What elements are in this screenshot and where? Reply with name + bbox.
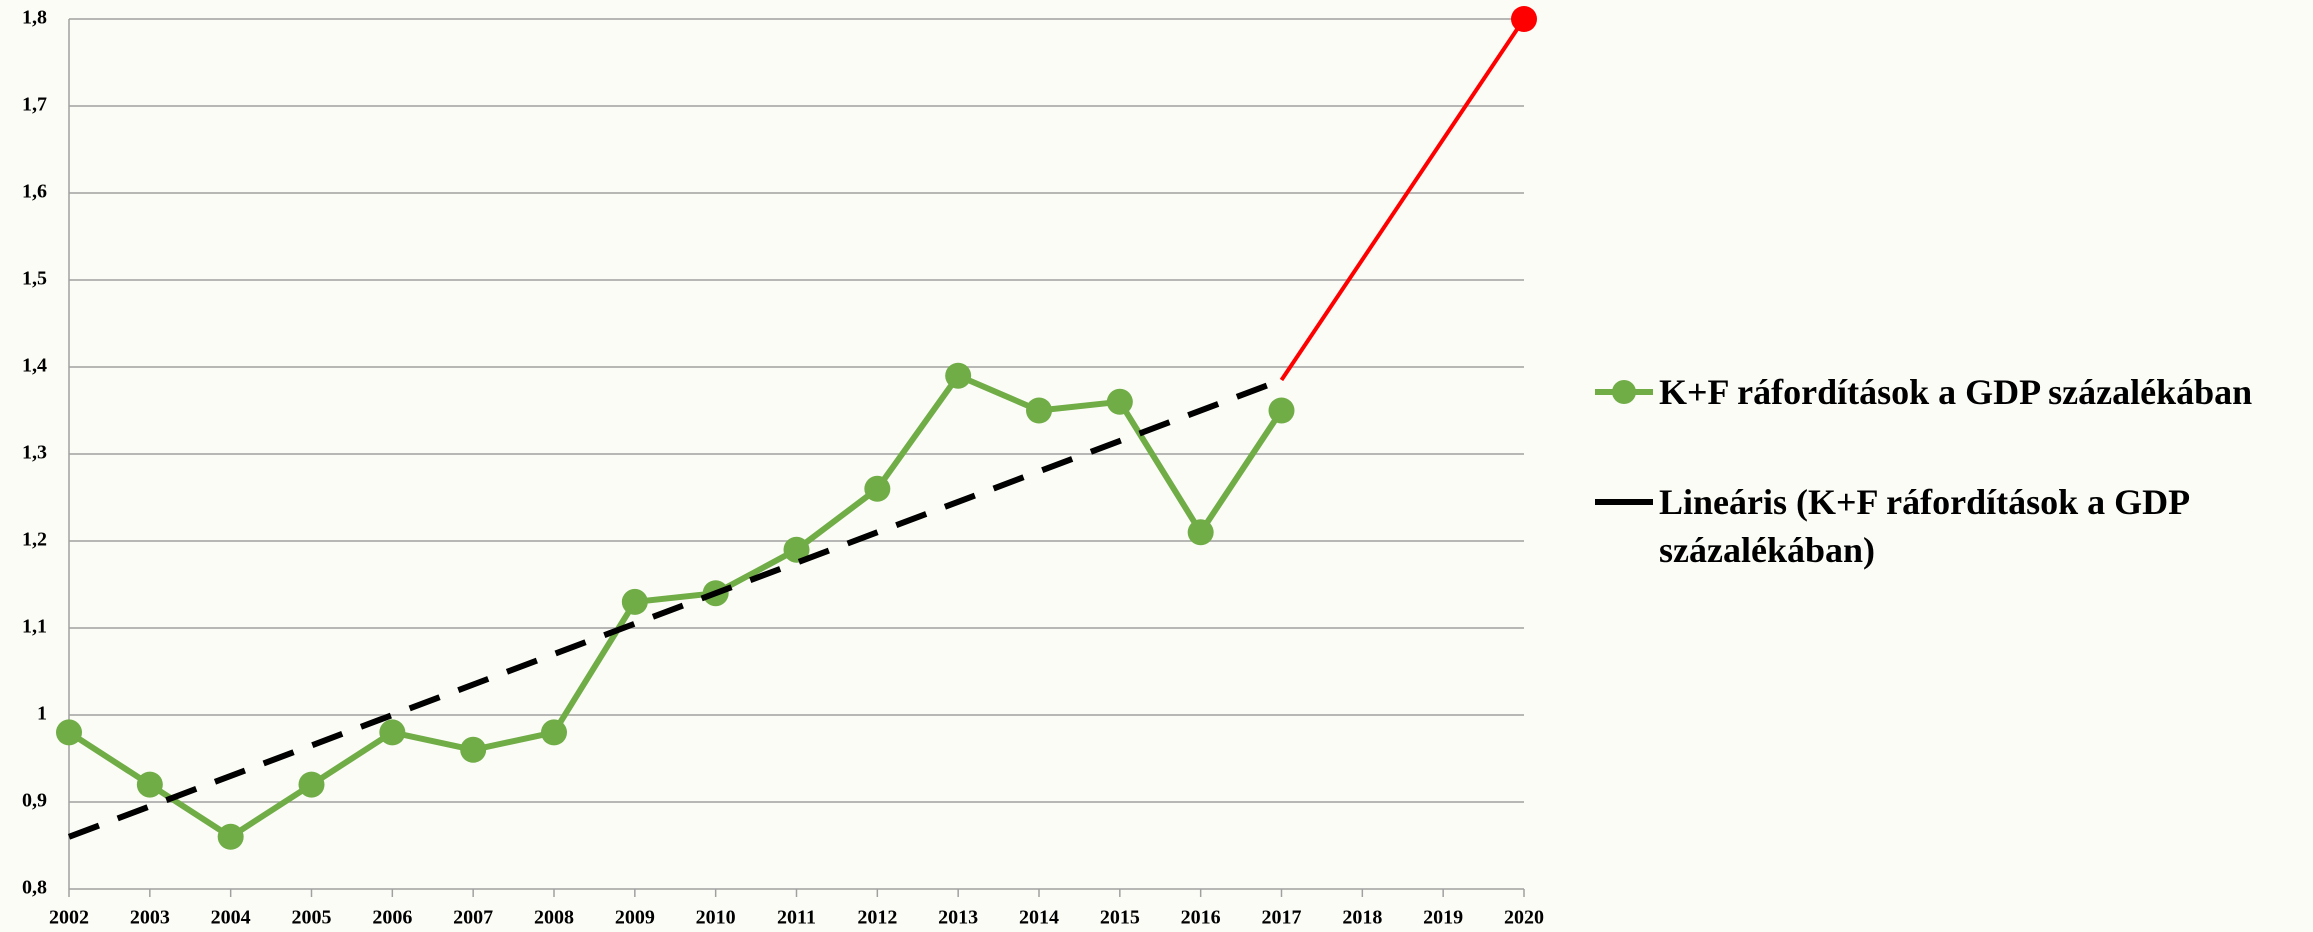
x-tick-label: 2007 (453, 907, 493, 929)
point (864, 475, 891, 502)
x-tick-label: 2008 (534, 907, 574, 929)
point (136, 771, 163, 798)
x-tick-label: 2004 (211, 907, 251, 929)
point (945, 362, 972, 389)
y-tick-label: 1,7 (22, 94, 47, 116)
y-tick-label: 0,8 (22, 877, 47, 899)
y-tick-label: 1 (37, 703, 47, 725)
y-tick-label: 1,5 (22, 268, 47, 290)
series-line (1279, 17, 1526, 382)
x-tick-label: 2012 (857, 907, 897, 929)
trend-line (67, 377, 1283, 840)
point (1511, 6, 1537, 32)
x-tick-label: 2017 (1262, 907, 1302, 929)
point (1187, 519, 1214, 546)
x-tick-label: 2009 (615, 907, 655, 929)
point (379, 719, 406, 746)
point (217, 823, 244, 850)
y-tick-label: 1,4 (22, 355, 47, 377)
legend-marker (1612, 380, 1636, 404)
legend-entry: Lineáris (K+F ráfordítások a GDP százalé… (1593, 478, 2293, 574)
x-tick-label: 2015 (1100, 907, 1140, 929)
point (783, 536, 810, 563)
x-tick-label: 2003 (130, 907, 170, 929)
y-tick-label: 1,8 (22, 7, 47, 29)
x-tick-label: 2014 (1019, 907, 1059, 929)
x-tick-label: 2020 (1504, 907, 1544, 929)
x-tick-label: 2002 (49, 907, 89, 929)
y-tick-label: 1,6 (22, 181, 47, 203)
point (298, 771, 325, 798)
legend-label: Lineáris (K+F ráfordítások a GDP százalé… (1659, 482, 2189, 570)
point (56, 719, 82, 746)
x-tick-label: 2011 (777, 907, 816, 929)
x-tick-label: 2013 (938, 907, 978, 929)
legend-swatch (1595, 380, 1653, 404)
y-tick-label: 1,3 (22, 442, 47, 464)
x-tick-label: 2016 (1181, 907, 1221, 929)
point (541, 719, 567, 746)
point (1268, 397, 1295, 424)
series-line (67, 372, 1284, 840)
legend-swatch (1595, 499, 1653, 505)
point (460, 736, 487, 763)
point (621, 588, 648, 615)
y-tick-label: 1,1 (22, 616, 47, 638)
point (1106, 388, 1133, 415)
x-tick-label: 2005 (292, 907, 332, 929)
legend-entry: K+F ráfordítások a GDP százalékában (1593, 368, 2293, 416)
point (1026, 397, 1052, 424)
x-tick-label: 2006 (372, 907, 412, 929)
x-tick-label: 2018 (1342, 907, 1382, 929)
y-tick-label: 0,9 (22, 790, 47, 812)
y-tick-label: 1,2 (22, 529, 47, 551)
x-tick-label: 2010 (696, 907, 736, 929)
x-tick-label: 2019 (1423, 907, 1463, 929)
legend-label: K+F ráfordítások a GDP százalékában (1659, 372, 2253, 412)
